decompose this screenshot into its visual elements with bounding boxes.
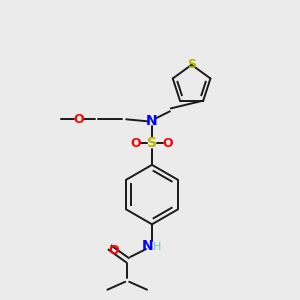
Text: H: H xyxy=(153,242,161,252)
Text: N: N xyxy=(146,114,158,128)
Text: S: S xyxy=(187,58,196,71)
Text: O: O xyxy=(131,136,141,150)
Text: O: O xyxy=(163,136,173,150)
Text: N: N xyxy=(142,239,154,253)
Text: O: O xyxy=(74,113,84,126)
Text: O: O xyxy=(108,244,119,256)
Text: S: S xyxy=(147,136,157,150)
